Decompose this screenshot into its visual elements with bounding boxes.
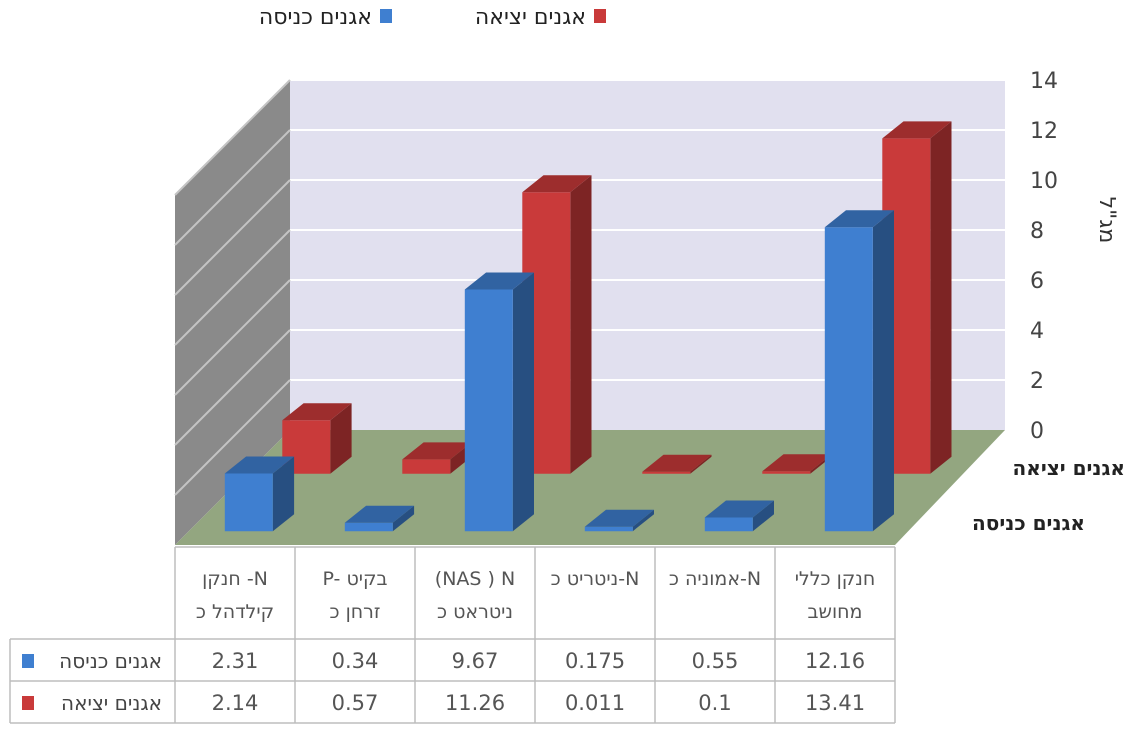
bar-top [642, 454, 712, 472]
gridline-side [174, 329, 291, 446]
y-tick-label: 6 [1030, 269, 1044, 294]
category-label: חנקן -N [202, 568, 268, 590]
cell-value: 0.011 [565, 691, 625, 715]
category-label: ניטריט כ-N [551, 568, 640, 590]
y-tick-label: 8 [1030, 219, 1044, 244]
bar-top [762, 454, 832, 472]
category-label: קילדהל כ [196, 601, 274, 623]
bar-top [522, 175, 592, 193]
bar-side [930, 121, 952, 474]
gridline-side [174, 229, 291, 346]
bar-top [882, 121, 952, 139]
bar-entry [584, 509, 654, 532]
y-axis-title: מג"ל [1094, 197, 1119, 244]
bar-entry [464, 272, 534, 532]
bar-front [402, 459, 451, 474]
row-label: אגנים יציאה [61, 691, 162, 715]
bar-side [330, 403, 352, 474]
bar-exit [282, 403, 352, 474]
legend-swatch [380, 9, 392, 23]
category-label: מחושב [808, 601, 863, 623]
category-label: אמוניה כ-N [669, 568, 761, 590]
bar-front [882, 138, 931, 474]
y-tick-label: 4 [1030, 319, 1044, 344]
bar-entry [824, 210, 894, 532]
bar-side [690, 454, 712, 474]
bar-side [570, 175, 592, 474]
bar-side [632, 509, 654, 532]
bar-side [752, 500, 774, 532]
bar-entry [224, 456, 295, 532]
y-tick-label: 0 [1030, 419, 1044, 444]
cell-value: 0.34 [332, 649, 379, 673]
gridline-side [174, 79, 291, 196]
bar-exit [522, 175, 592, 474]
cell-value: 2.14 [212, 691, 259, 715]
row-label: אגנים כניסה [59, 649, 162, 673]
category-label: חנקן כללי [795, 568, 876, 590]
y-tick-label: 12 [1030, 119, 1058, 144]
bar-front [224, 473, 273, 532]
cell-value: 12.16 [805, 649, 865, 673]
bar-top [704, 500, 774, 518]
bar-top [824, 210, 894, 228]
bar-front [464, 289, 513, 532]
bar-top [224, 456, 295, 474]
bar-front [344, 522, 393, 532]
bar-side [872, 210, 894, 532]
gridline-side [174, 179, 291, 296]
cell-value: 2.31 [212, 649, 259, 673]
side-wall [175, 80, 290, 545]
bar-front [642, 471, 691, 474]
y-tick-label: 2 [1030, 369, 1044, 394]
cell-value: 0.55 [692, 649, 739, 673]
cell-value: 9.67 [452, 649, 499, 673]
bar-front [522, 192, 571, 474]
cell-value: 0.175 [565, 649, 625, 673]
bar-front [762, 471, 811, 474]
bars [224, 121, 952, 532]
bar-front [282, 420, 331, 474]
cell-value: 13.41 [805, 691, 865, 715]
depth-label-back: אגנים יציאה [1013, 456, 1125, 480]
gridline-side [174, 379, 291, 496]
bar-front [704, 517, 753, 532]
y-tick-label: 14 [1030, 69, 1058, 94]
bar-side [392, 505, 415, 532]
category-label: זרחן כ [330, 601, 381, 623]
y-axis: 0 2 4 6 8 10 12 14 מג"ל אגנים יציאה אגנים כניסה [972, 69, 1125, 535]
legend-label: אגנים כניסה [259, 5, 372, 30]
bar-entry [344, 505, 415, 532]
bar-side [512, 272, 534, 532]
category-label: ניטראט כ [437, 601, 513, 623]
depth-label-front: אגנים כניסה [972, 511, 1085, 535]
y-tick-label: 10 [1030, 169, 1058, 194]
legend-swatch [594, 9, 606, 23]
bar-side [272, 456, 295, 532]
bar-top [402, 442, 472, 460]
gridline-side [174, 279, 291, 396]
legend: אגנים יציאה אגנים כניסה [259, 5, 606, 30]
gridline-side [174, 129, 291, 246]
category-label: (NAS ) N [435, 568, 515, 590]
legend-label: אגנים יציאה [475, 5, 586, 30]
cell-value: 0.57 [332, 691, 379, 715]
data-table: חנקן -N קילדהל כ P- בקיט זרחן כ (NAS ) N ניטר… [9, 546, 896, 724]
bar-front [584, 526, 633, 532]
cell-value: 0.1 [698, 691, 731, 715]
bar-top [464, 272, 534, 290]
bar-exit [882, 121, 952, 474]
cell-value: 11.26 [445, 691, 505, 715]
bar-top [344, 505, 415, 523]
bar-exit [642, 454, 712, 474]
category-label: P- בקיט [323, 568, 388, 590]
bar-entry [704, 500, 774, 532]
bar-top [282, 403, 352, 421]
bar-front [824, 227, 873, 532]
row-swatch [22, 696, 34, 710]
bar-top [584, 509, 654, 527]
row-swatch [22, 654, 34, 668]
